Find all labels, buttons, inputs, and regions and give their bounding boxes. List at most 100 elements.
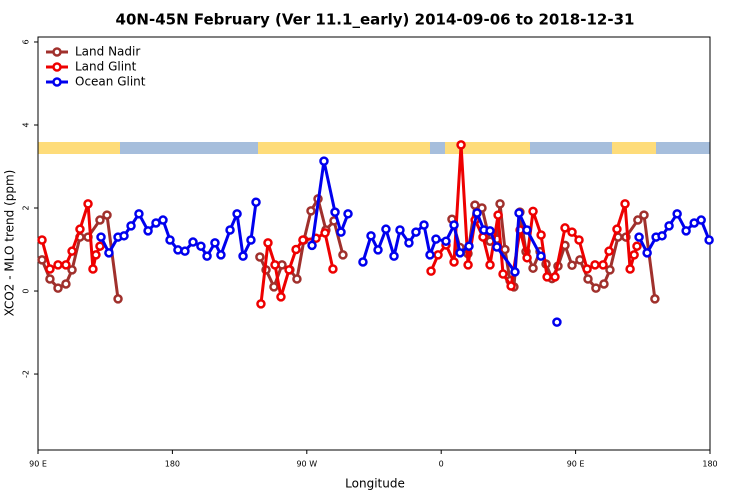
point [582,264,592,274]
legend-label: Land Nadir [75,45,140,59]
point [522,225,532,235]
x-tick-label: 180 [702,460,717,469]
point [45,264,55,274]
point [696,215,706,225]
point [404,238,414,248]
point [306,206,316,216]
land-band [445,142,530,154]
point [599,279,609,289]
point [629,250,639,260]
x-tick-label: 180 [165,460,180,469]
point [292,274,302,284]
legend-label: Land Glint [75,60,137,74]
point [528,206,538,217]
point [472,208,482,218]
point [498,269,508,279]
point [672,209,682,219]
land-band [258,142,430,154]
point [158,215,168,225]
y-tick-label: 6 [22,39,31,44]
point [605,265,615,275]
point [307,240,317,251]
y-axis-label: XCO2 - MLO trend (ppm) [3,170,17,317]
point [95,241,105,251]
point [485,260,495,270]
point [102,210,112,220]
point [493,210,503,220]
point [196,241,206,251]
point [165,235,175,245]
point [650,294,660,304]
point [216,250,226,260]
point [202,251,212,261]
point [657,231,667,241]
point [433,250,443,260]
x-axis-label: Longitude [345,477,405,491]
point [37,255,47,265]
point [560,223,570,233]
point [319,156,329,166]
legend-marker [52,77,62,87]
point [336,227,346,237]
y-tick-label: -2 [22,370,31,378]
point [522,253,532,263]
point [664,221,674,231]
point [320,228,330,238]
point [485,226,495,236]
y-tick-label: 4 [22,122,31,127]
point [632,241,642,251]
point [284,265,294,275]
point [620,199,630,209]
point [441,236,451,246]
point [567,260,577,271]
point [119,231,129,241]
point [180,246,190,256]
point [95,215,105,225]
point [431,234,441,244]
point [338,250,348,260]
point [425,250,435,260]
point [506,281,516,291]
point [492,242,502,252]
point [225,225,235,235]
point [263,238,273,248]
point [704,235,714,245]
point [510,267,520,277]
point [426,266,436,276]
land-band [38,142,120,154]
legend-marker [52,62,62,72]
point [536,230,546,240]
point [373,245,383,255]
point [210,238,220,248]
point [463,260,473,270]
x-tick-label: 90 W [296,460,317,469]
point [61,279,71,289]
point [381,224,391,234]
point [251,197,261,207]
point [45,274,55,284]
point [143,226,153,236]
point [53,260,63,270]
point [552,317,562,327]
point [330,207,340,217]
point [298,235,308,245]
point [276,292,286,302]
point [625,264,635,274]
legend-label: Ocean Glint [75,75,146,89]
series-line [99,159,711,274]
point [598,260,608,270]
point [449,257,459,267]
point [256,299,266,309]
point [67,246,77,256]
point [583,274,593,284]
point [91,250,101,260]
point [88,264,98,274]
point [113,294,123,304]
point [550,272,560,282]
point [634,232,644,242]
point [83,199,93,209]
y-tick-label: 0 [22,288,31,293]
point [389,251,399,261]
point [134,209,144,219]
point [536,251,546,261]
